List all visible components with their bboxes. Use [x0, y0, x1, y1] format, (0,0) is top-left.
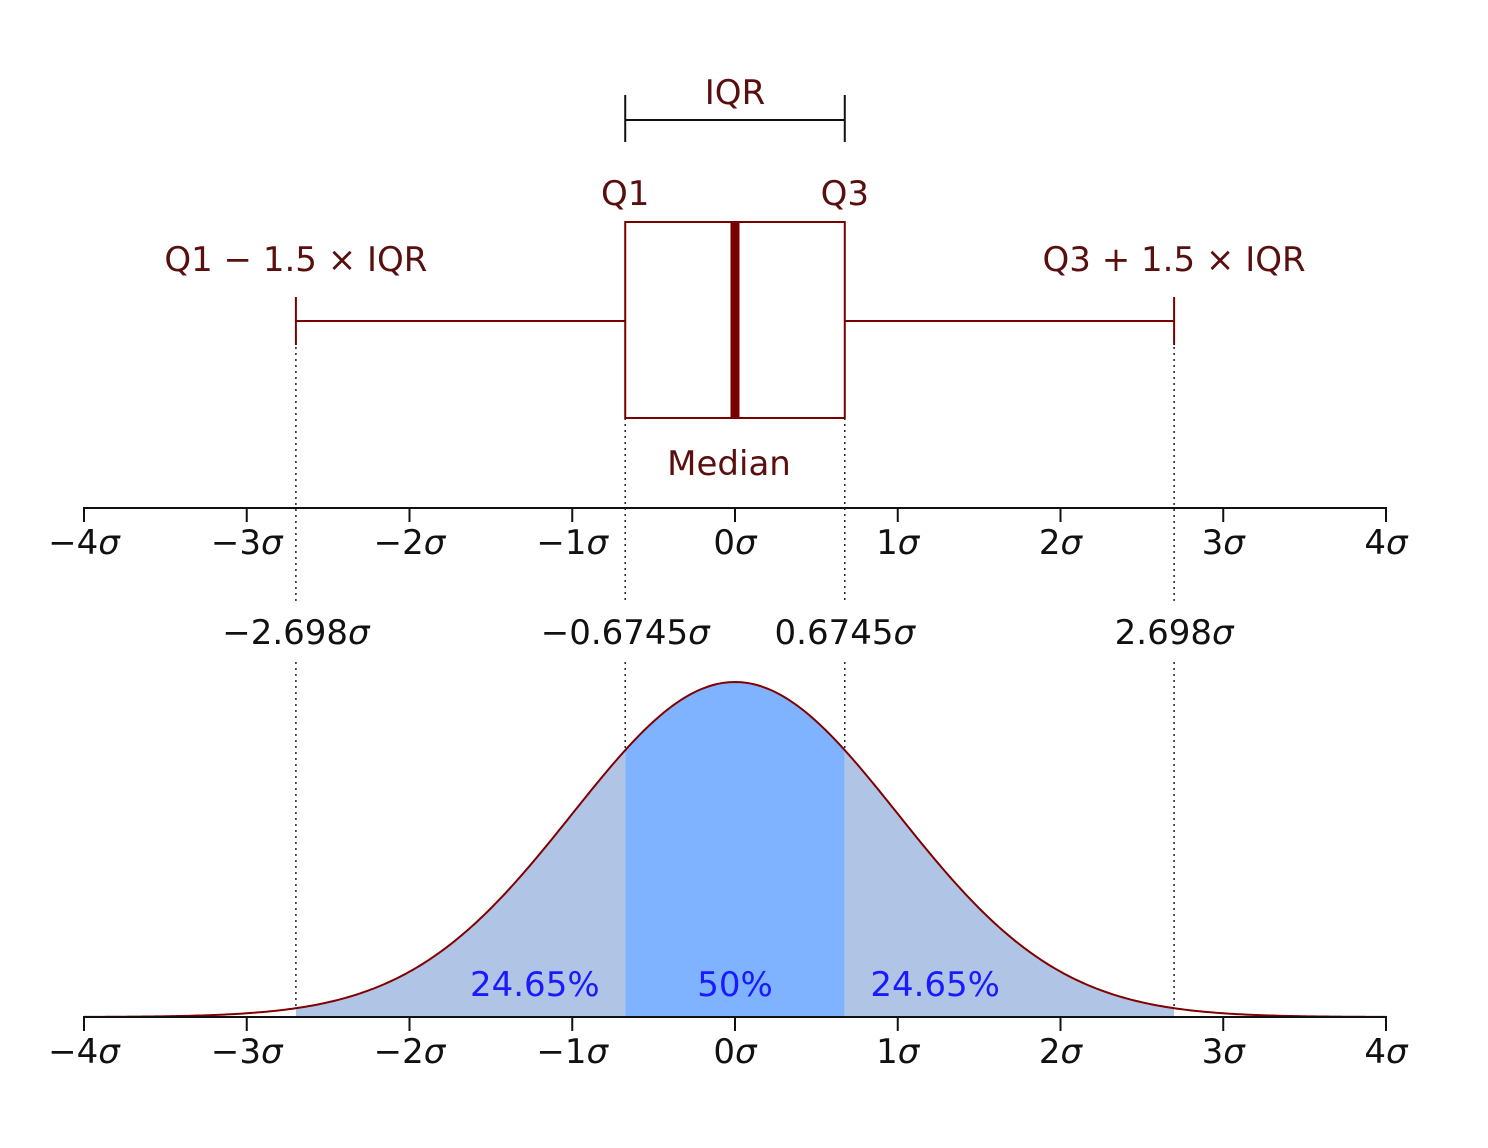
top-tick-label-6: 2σ [1039, 523, 1084, 563]
bottom-tick-label-3: −1σ [536, 1032, 609, 1072]
q1-label: Q1 [601, 174, 649, 214]
bottom-tick-label-2: −2σ [374, 1032, 447, 1072]
marker-label-0: −2.698σ [222, 613, 371, 653]
upper-fence-label: Q3 + 1.5 × IQR [1043, 240, 1306, 280]
top-tick-label-2: −2σ [374, 523, 447, 563]
bottom-tick-label-5: 1σ [876, 1032, 921, 1072]
region-label-2: 24.65% [870, 965, 1000, 1005]
marker-label-1: −0.6745σ [541, 613, 711, 653]
top-tick-label-4: 0σ [713, 523, 758, 563]
bottom-tick-label-1: −3σ [211, 1032, 284, 1072]
top-tick-label-0: −4σ [48, 523, 121, 563]
iqr-label: IQR [705, 73, 765, 113]
region-label-0: 24.65% [470, 965, 600, 1005]
boxplot: IQR Q1 Q3 Q1 − 1.5 × IQR Q3 + 1.5 × IQR … [48, 73, 1409, 563]
region-fill-1 [625, 682, 845, 1017]
top-tick-label-1: −3σ [211, 523, 284, 563]
top-tick-label-8: 4σ [1364, 523, 1409, 563]
q3-label: Q3 [821, 174, 869, 214]
bottom-tick-label-0: −4σ [48, 1032, 121, 1072]
marker-label-2: 0.6745σ [775, 613, 917, 653]
bottom-tick-label-6: 2σ [1039, 1032, 1084, 1072]
region-fill-0 [295, 750, 626, 1017]
region-fill-2 [844, 750, 1175, 1017]
bottom-tick-label-8: 4σ [1364, 1032, 1409, 1072]
median-label: Median [667, 444, 791, 484]
region-label-1: 50% [697, 965, 773, 1005]
top-tick-label-5: 1σ [876, 523, 921, 563]
marker-label-3: 2.698σ [1115, 613, 1235, 653]
normal-distribution: −4σ −3σ −2σ −1σ 0σ 1σ 2σ 3σ 4σ −2.698σ −0.6745σ 0.6… [48, 341, 1409, 1072]
bottom-tick-label-4: 0σ [713, 1032, 758, 1072]
top-tick-label-3: −1σ [536, 523, 609, 563]
bottom-tick-label-7: 3σ [1202, 1032, 1247, 1072]
top-tick-label-7: 3σ [1202, 523, 1247, 563]
lower-fence-label: Q1 − 1.5 × IQR [164, 240, 427, 280]
distribution-curve [83, 680, 1387, 1018]
